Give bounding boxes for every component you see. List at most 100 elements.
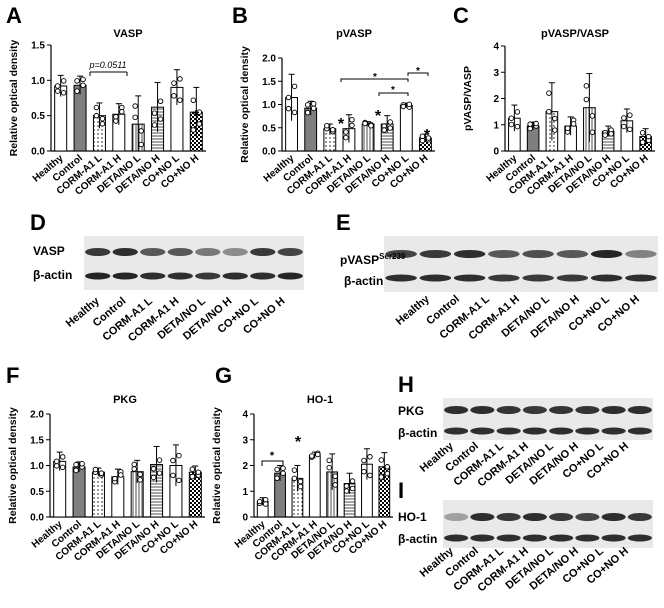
data-point (132, 103, 138, 109)
data-point (361, 468, 367, 475)
data-point (330, 127, 336, 133)
data-point (196, 121, 203, 127)
data-point (602, 132, 608, 138)
data-point (138, 141, 144, 148)
blot-band (140, 248, 166, 256)
blot-band (419, 250, 452, 258)
data-point (326, 457, 332, 464)
y-tick-label: 0.5 (262, 123, 276, 134)
data-point (514, 123, 521, 130)
blot-band (496, 406, 521, 414)
y-tick-label: 4 (242, 410, 248, 421)
blot-band (601, 406, 626, 414)
data-point (552, 127, 558, 133)
data-point (74, 78, 80, 84)
data-point (291, 467, 298, 473)
y-tick-label: 1.5 (262, 77, 276, 88)
data-point (343, 488, 350, 494)
blot-band (470, 406, 495, 414)
data-point (621, 115, 627, 121)
data-point (113, 114, 119, 120)
data-point (112, 475, 118, 482)
blot-band (85, 248, 111, 256)
data-point (310, 101, 317, 107)
blot-d-row-actin: β-actin (33, 268, 73, 282)
data-point (508, 115, 515, 121)
blot-band (222, 248, 248, 256)
data-point (627, 126, 633, 133)
panel-letter-c: C (453, 3, 469, 28)
data-point (80, 76, 86, 83)
blot-band (549, 513, 574, 521)
blot-e-row-pvasp: pVASPSer239 (340, 252, 406, 267)
blot-h-row-actin: β-actin (398, 426, 438, 440)
data-point (53, 458, 60, 465)
blot-band (470, 427, 495, 435)
data-point (425, 135, 432, 141)
data-point (583, 83, 590, 89)
blot-band (250, 248, 276, 256)
data-point (349, 117, 355, 123)
data-point (60, 90, 67, 96)
data-point (274, 466, 280, 473)
blot-band (522, 427, 547, 435)
data-point (297, 478, 304, 485)
blot-band (627, 534, 652, 542)
blot-band (140, 272, 166, 280)
data-point (508, 121, 515, 128)
blot-band (444, 406, 469, 414)
blot-band (549, 534, 574, 542)
data-point (608, 131, 614, 137)
data-point (157, 116, 164, 122)
y-tick-label: 2.0 (30, 410, 44, 421)
data-point (170, 457, 176, 464)
y-axis-label: Relative optical density (8, 39, 20, 156)
data-point (387, 119, 393, 125)
data-point (564, 125, 571, 132)
blot-band (575, 406, 600, 414)
data-point (73, 467, 79, 474)
data-point (304, 109, 311, 116)
data-point (400, 103, 407, 110)
blot-band (575, 427, 600, 435)
data-point (176, 452, 182, 459)
blot-band (470, 534, 495, 542)
blot-band (590, 250, 623, 258)
y-tick-label: 3 (493, 68, 499, 79)
blot-membrane (84, 236, 304, 290)
blot-band (496, 427, 521, 435)
blot-band (625, 250, 657, 258)
data-point (176, 477, 182, 484)
chart-title: PKG (113, 394, 137, 406)
data-point (621, 123, 627, 130)
blot-band (601, 513, 626, 521)
sig-star: * (424, 127, 431, 144)
sig-star: * (338, 116, 345, 133)
blot-band (522, 250, 554, 258)
data-point (378, 474, 385, 480)
data-point (157, 98, 164, 105)
data-point (589, 129, 596, 136)
data-point (419, 133, 426, 139)
data-point (118, 472, 124, 478)
blot-band (112, 248, 138, 256)
data-point (381, 127, 387, 133)
y-tick-label: 0.5 (31, 111, 45, 122)
data-point (151, 110, 158, 116)
data-point (196, 109, 203, 115)
data-point (99, 121, 106, 127)
y-tick-label: 0.0 (31, 147, 45, 158)
data-point (150, 474, 157, 481)
panel-letter-f: F (6, 363, 20, 388)
y-tick-label: 0.0 (262, 147, 276, 158)
data-point (315, 451, 321, 458)
data-point (326, 464, 332, 471)
blot-band (522, 513, 547, 521)
chart-title: HO-1 (307, 394, 333, 406)
blot-band (556, 250, 589, 258)
